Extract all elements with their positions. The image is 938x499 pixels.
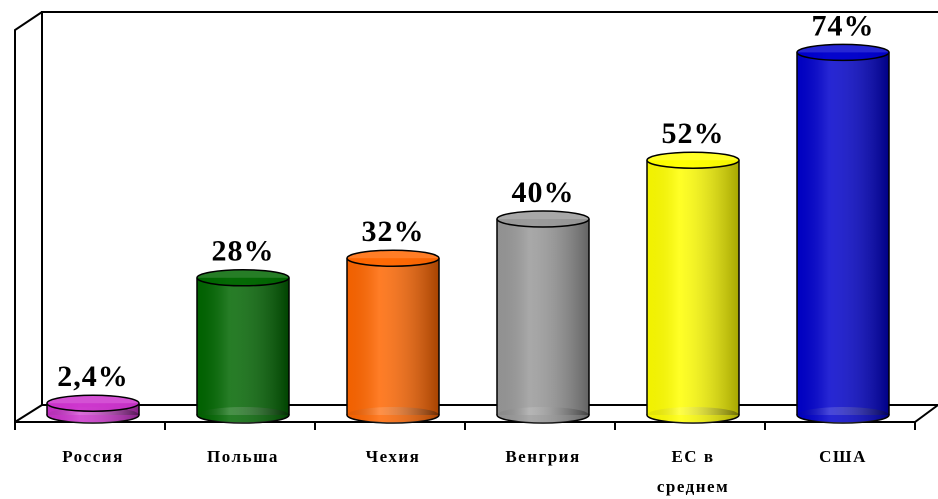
bar <box>46 394 140 424</box>
value-label: 2,4% <box>57 360 129 393</box>
bar-top <box>496 210 590 228</box>
value-label: 32% <box>362 215 425 248</box>
bar-top <box>46 394 140 412</box>
bar <box>196 269 290 424</box>
category-label: Польша <box>207 447 279 466</box>
bar <box>346 249 440 424</box>
value-label: 28% <box>212 235 275 268</box>
bar-shade <box>647 160 739 415</box>
bar-top <box>346 249 440 267</box>
bar <box>646 151 740 424</box>
back-wall <box>41 11 938 406</box>
category-label: Россия <box>62 447 124 466</box>
bar <box>796 43 890 424</box>
floor-edge <box>14 404 43 423</box>
bar-top <box>196 269 290 287</box>
bar-top <box>796 43 890 62</box>
bar-shade <box>197 277 289 415</box>
bar-shade <box>497 219 589 415</box>
category-label: Венгрия <box>505 447 581 466</box>
category-label: Чехия <box>365 447 421 466</box>
value-label: 40% <box>512 176 575 209</box>
value-label: 52% <box>662 117 725 150</box>
category-label: ЕС в среднем <box>656 447 730 496</box>
category-label: США <box>819 447 867 466</box>
bar-top <box>646 151 740 169</box>
bar-shade <box>347 258 439 415</box>
bar <box>496 210 590 424</box>
bar-shade <box>797 52 889 416</box>
value-label: 74% <box>812 9 875 42</box>
